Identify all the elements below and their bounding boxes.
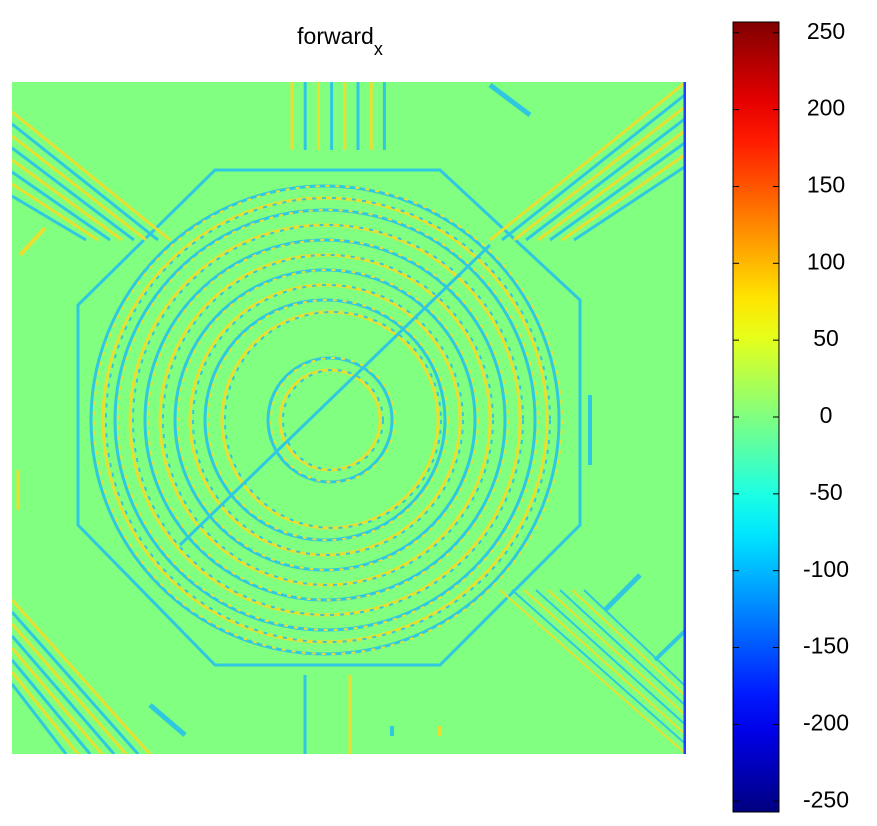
colorbar-tick-label: 50 [813, 325, 839, 351]
colorbar-tick-label: -100 [803, 556, 849, 582]
colorbar-tick-label: 100 [807, 248, 845, 274]
colorbar [733, 22, 779, 812]
colorbar-tick-label: -150 [803, 633, 849, 659]
colorbar-tick-label: 150 [807, 172, 845, 198]
title-main: forward [297, 23, 374, 49]
colorbar-tick-label: 0 [820, 402, 833, 428]
title-subscript: x [374, 39, 383, 59]
chart: forwardx 250 200 150 100 50 0 -50 -100 -150 -200 -… [0, 0, 877, 826]
colorbar-tick-label: 200 [807, 95, 845, 121]
colorbar-tick-label: -50 [809, 479, 842, 505]
colorbar-tick-label: 250 [807, 18, 845, 44]
colorbar-tick-label: -200 [803, 709, 849, 735]
chart-title: forwardx [297, 23, 383, 59]
colorbar-tick-label: -250 [803, 786, 849, 812]
